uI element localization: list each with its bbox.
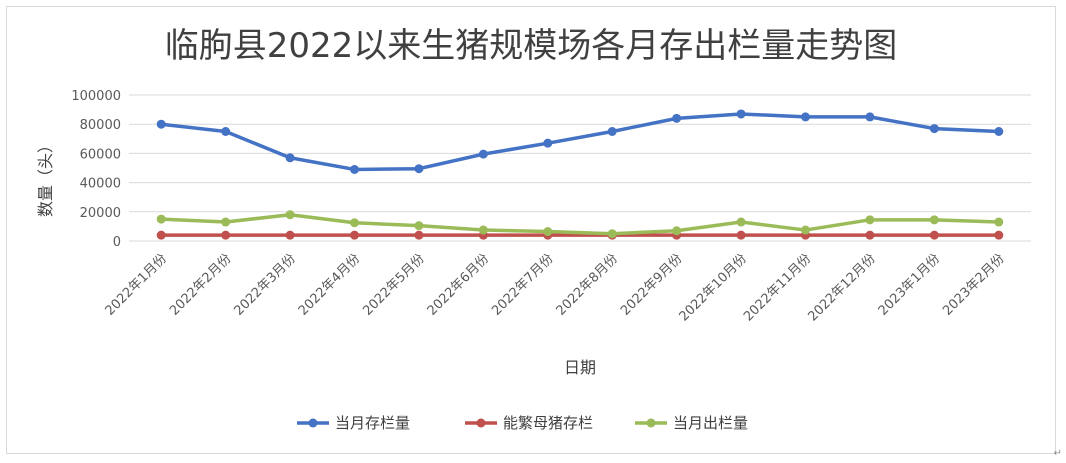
data-point	[414, 230, 424, 240]
data-point	[994, 127, 1004, 136]
x-tick-label: 2022年6月份	[425, 251, 492, 318]
data-point	[607, 127, 617, 136]
data-point	[929, 124, 939, 134]
x-tick-label: 2023年1月份	[876, 251, 943, 318]
data-point	[221, 230, 231, 240]
series-line	[159, 112, 1001, 172]
data-point	[865, 215, 875, 225]
legend-item: 当月存栏量	[297, 414, 410, 432]
data-point	[865, 112, 875, 122]
data-point	[801, 112, 810, 122]
data-point	[929, 215, 939, 225]
x-tick-label: 2022年10月份	[677, 251, 750, 324]
chart-frame: 临朐县2022以来生猪规模场各月存出栏量走势图 0 20000 40000 60000…	[6, 6, 1056, 454]
data-point	[736, 230, 746, 240]
data-point	[156, 119, 166, 129]
legend-swatch-marker	[646, 418, 656, 428]
legend-swatch-marker	[308, 418, 318, 428]
series-line	[159, 212, 1001, 236]
data-point	[736, 109, 746, 119]
x-tick-label: 2023年2月份	[940, 251, 1007, 318]
legend-item: 当月出栏量	[635, 414, 748, 432]
data-point	[994, 230, 1004, 240]
series-layer	[156, 109, 1004, 240]
legend-label: 当月存栏量	[335, 414, 410, 432]
data-point	[285, 210, 295, 220]
data-point	[672, 113, 682, 123]
data-point	[865, 230, 875, 240]
x-tick-labels: 2022年1月份2022年2月份2022年3月份2022年4月份2022年5月份…	[103, 251, 1008, 324]
legend-swatch-marker	[476, 418, 486, 428]
legend: 当月存栏量 能繁母猪存栏 当月出栏量	[297, 414, 748, 432]
data-point	[285, 153, 295, 163]
data-point	[221, 217, 231, 227]
data-point	[285, 230, 295, 240]
data-point	[478, 149, 488, 159]
paragraph-mark: ↵	[1053, 448, 1062, 459]
y-axis-label: 数量（头）	[36, 137, 55, 217]
data-point	[414, 221, 424, 231]
data-point	[736, 217, 746, 227]
data-point	[156, 214, 166, 224]
x-tick-label: 2022年11月份	[741, 251, 814, 324]
chart-title: 临朐县2022以来生猪规模场各月存出栏量走势图	[165, 26, 898, 66]
data-point	[350, 230, 359, 240]
x-tick-label: 2022年9月份	[618, 251, 685, 318]
y-tick-label: 20000	[80, 206, 121, 221]
y-tick-label: 100000	[71, 89, 121, 104]
series-group	[156, 210, 1004, 239]
y-tick-label: 80000	[80, 118, 121, 133]
data-point	[607, 229, 617, 239]
y-tick-label: 60000	[80, 147, 121, 162]
data-point	[543, 227, 553, 237]
x-tick-label: 2022年5月份	[360, 251, 427, 318]
series-group	[156, 109, 1004, 174]
data-point	[221, 127, 231, 136]
legend-label: 能繁母猪存栏	[503, 414, 593, 432]
y-tick-label: 0	[113, 235, 121, 250]
data-point	[350, 218, 359, 228]
legend-label: 当月出栏量	[673, 414, 748, 432]
data-point	[414, 164, 424, 174]
x-tick-label: 2022年12月份	[805, 251, 878, 324]
data-point	[929, 230, 939, 240]
line-chart: 临朐县2022以来生猪规模场各月存出栏量走势图 0 20000 40000 60000…	[36, 26, 1031, 432]
data-point	[156, 230, 166, 240]
x-tick-label: 2022年7月份	[489, 251, 556, 318]
data-point	[994, 217, 1004, 227]
x-tick-label: 2022年4月份	[296, 251, 363, 318]
data-point	[478, 225, 488, 235]
x-tick-label: 2022年8月份	[554, 251, 621, 318]
y-tick-labels: 0 20000 40000 60000 80000 100000	[71, 89, 121, 250]
x-tick-label: 2022年3月份	[231, 251, 298, 318]
data-point	[672, 226, 682, 236]
legend-item: 能繁母猪存栏	[465, 414, 593, 432]
y-tick-label: 40000	[80, 177, 121, 192]
data-point	[543, 138, 553, 148]
x-tick-label: 2022年1月份	[103, 251, 170, 318]
x-tick-label: 2022年2月份	[167, 251, 234, 318]
data-point	[801, 225, 810, 235]
data-point	[350, 164, 359, 174]
x-axis-label: 日期	[564, 358, 596, 377]
